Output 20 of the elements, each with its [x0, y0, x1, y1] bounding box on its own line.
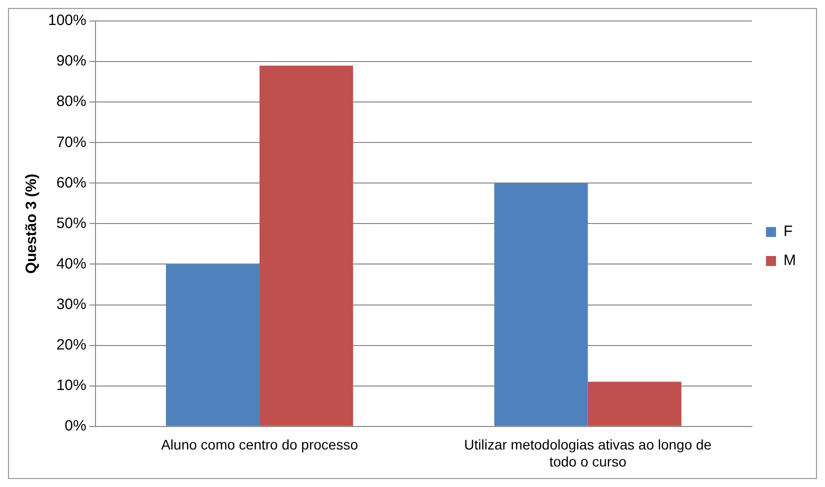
- y-tick-label: 80%: [56, 93, 86, 110]
- x-tick-label: Utilizar metodologias ativas ao longo de todo o curso: [464, 436, 712, 470]
- bar: [588, 382, 682, 426]
- y-tick-label: 50%: [56, 214, 86, 232]
- y-axis-title: Questão 3 (%): [23, 174, 40, 274]
- x-tick-label: Aluno como centro do processo: [161, 436, 358, 453]
- bar: [260, 66, 354, 426]
- legend-label: F: [784, 223, 793, 240]
- y-tick-label: 60%: [56, 174, 86, 192]
- legend-label: M: [784, 252, 796, 270]
- y-tick-label: 30%: [56, 296, 86, 313]
- bar: [166, 264, 260, 426]
- y-tick-label: 10%: [56, 377, 86, 394]
- bar: [494, 183, 588, 426]
- y-tick-label: 20%: [56, 336, 86, 354]
- y-tick-label: 100%: [48, 12, 86, 30]
- y-tick-label: 70%: [56, 134, 86, 151]
- y-tick-label: 0%: [64, 418, 86, 435]
- y-tick-label: 40%: [56, 255, 86, 272]
- y-tick-label: 90%: [56, 52, 86, 70]
